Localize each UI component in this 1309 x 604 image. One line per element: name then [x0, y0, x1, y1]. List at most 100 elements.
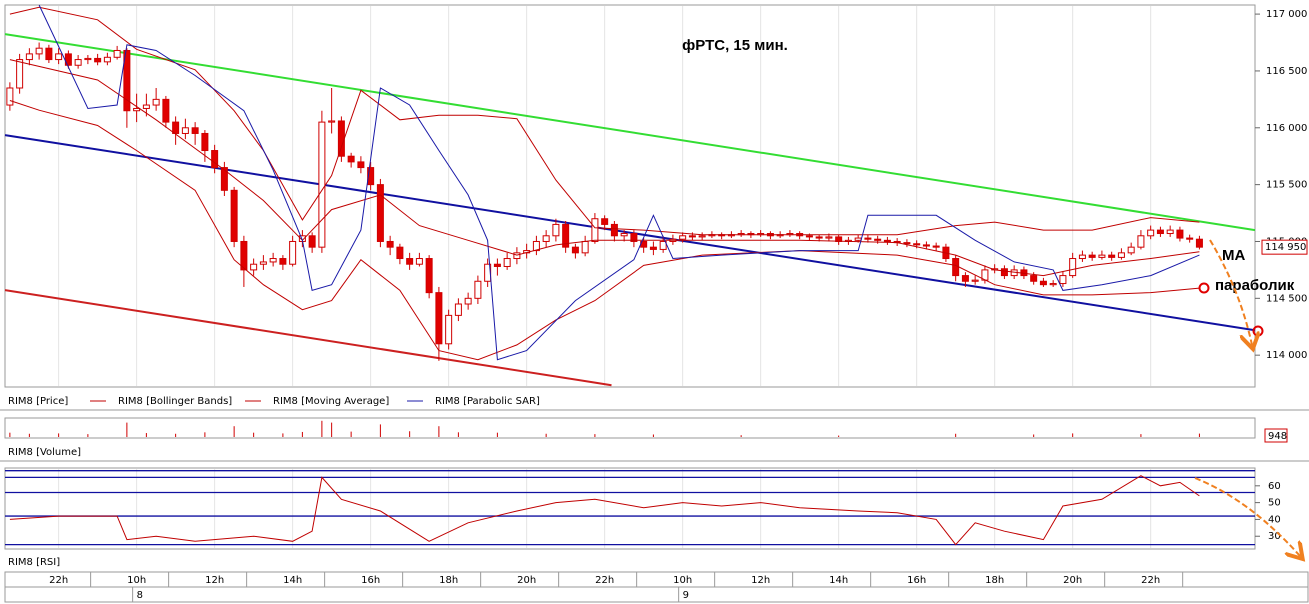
legend-label: RIM8 [Bollinger Bands]: [118, 396, 232, 407]
candle-body: [279, 258, 287, 265]
candle-body: [1117, 252, 1125, 258]
candle-body: [961, 275, 969, 282]
candle-body: [425, 258, 433, 294]
volume-bar: [545, 433, 547, 437]
candle-body: [162, 98, 170, 123]
legend-label: RIM8 [Volume]: [8, 447, 81, 458]
candle-body: [659, 240, 667, 250]
candle-body: [367, 167, 375, 186]
volume-bar: [955, 433, 957, 437]
candle-body: [1186, 237, 1194, 240]
candle-body: [474, 280, 482, 299]
candle-body: [191, 127, 199, 134]
candle-body: [679, 235, 687, 240]
volume-bar: [838, 435, 840, 437]
x-tick-label: 16h: [907, 575, 926, 586]
volume-bar: [594, 434, 596, 437]
candle-body: [1127, 246, 1135, 254]
candle-body: [903, 242, 911, 245]
candle-body: [591, 218, 599, 242]
annotation: MA: [1222, 247, 1245, 264]
candle-body: [1030, 275, 1038, 282]
volume-bar: [253, 432, 255, 437]
x-tick-label: 22h: [1141, 575, 1160, 586]
y-tick-label: 114 500: [1266, 293, 1307, 304]
volume-bar: [740, 435, 742, 437]
legend-label: RIM8 [Price]: [8, 396, 68, 407]
candle-body: [435, 292, 443, 345]
candle-body: [1108, 254, 1116, 258]
candle-body: [152, 98, 160, 106]
volume-bar: [438, 426, 440, 437]
annotation: параболик: [1215, 277, 1295, 294]
trend-line: [4, 33, 1256, 232]
candle-body: [922, 244, 930, 247]
candle-body: [386, 240, 394, 248]
candle-body: [562, 223, 570, 248]
candle-body: [45, 47, 53, 61]
candle-body: [571, 246, 579, 254]
x-tick-label: 10h: [127, 575, 146, 586]
volume-bar: [1033, 434, 1035, 437]
indicator-line: [9, 100, 1200, 361]
candle-body: [1166, 229, 1174, 235]
candle-body: [396, 246, 404, 260]
candle-body: [220, 167, 228, 191]
candle-body: [6, 87, 14, 106]
candle-body: [269, 258, 277, 263]
candle-body: [952, 258, 960, 277]
candle-body: [620, 233, 628, 237]
candle-body: [415, 258, 423, 265]
x-tick-label: 16h: [361, 575, 380, 586]
volume-bar: [457, 432, 459, 437]
x-tick-label: 18h: [439, 575, 458, 586]
candle-body: [581, 240, 589, 254]
volume-bar: [145, 433, 147, 437]
candle-body: [123, 49, 131, 112]
candle-body: [94, 57, 102, 63]
candle-body: [1069, 258, 1077, 277]
price-panel: [4, 4, 1256, 388]
candle-body: [532, 240, 540, 252]
candle-body: [815, 236, 823, 239]
volume-bar: [379, 424, 381, 437]
candle-body: [357, 161, 365, 169]
candle-body: [1147, 229, 1155, 237]
candle-body: [406, 258, 414, 265]
volume-bar: [496, 432, 498, 437]
candle-body: [211, 150, 219, 169]
candle-body: [542, 235, 550, 242]
volume-bar: [1072, 433, 1074, 437]
candle-body: [113, 49, 121, 58]
volume-bar: [175, 433, 177, 437]
x-tick-label: 12h: [205, 575, 224, 586]
volume-bar: [301, 431, 303, 437]
candle-body: [1059, 275, 1067, 285]
legend-label: RIM8 [Moving Average]: [273, 396, 389, 407]
volume-bar: [321, 420, 323, 437]
candle-body: [610, 223, 618, 237]
x-tick-label: 14h: [829, 575, 848, 586]
volume-last-label: 948: [1268, 431, 1287, 442]
candle-body: [464, 297, 472, 305]
x-tick-label: 20h: [517, 575, 536, 586]
last-price-label: 114 950: [1265, 242, 1306, 253]
candle-body: [503, 258, 511, 267]
volume-label-box: [1264, 428, 1288, 443]
candle-body: [142, 104, 150, 109]
x-tick-label: 20h: [1063, 575, 1082, 586]
indicator-line: [9, 59, 1200, 277]
candle-body: [201, 132, 209, 152]
volume-panel: [4, 417, 1256, 439]
chart-title: фРТС, 15 мин.: [682, 37, 788, 54]
x-tick-label: 14h: [283, 575, 302, 586]
y-tick-label: 116 000: [1266, 123, 1307, 134]
legend-label: RIM8 [RSI]: [8, 557, 60, 568]
date-label: 9: [683, 590, 689, 601]
candle-body: [513, 252, 521, 260]
volume-bar: [9, 432, 11, 437]
candle-body: [1049, 283, 1057, 286]
forecast-arrow: [1209, 239, 1252, 345]
candle-body: [259, 261, 267, 265]
candle-body: [932, 245, 940, 248]
